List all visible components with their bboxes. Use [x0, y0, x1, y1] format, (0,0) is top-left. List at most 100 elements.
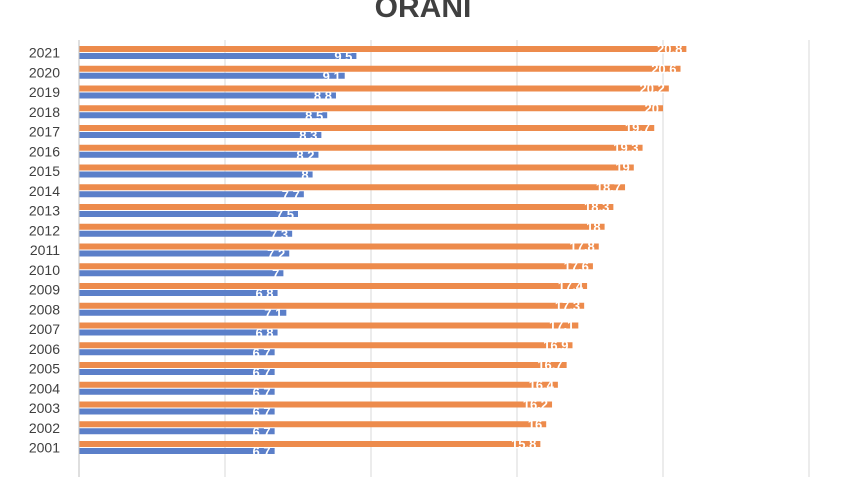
bar-orange: [79, 184, 626, 191]
category-label: 2017: [29, 124, 60, 140]
category-label: 2004: [29, 380, 60, 396]
category-label: 2013: [29, 203, 60, 219]
category-label: 2007: [29, 321, 60, 337]
data-label: 7.7: [282, 187, 300, 202]
bar-orange: [79, 223, 605, 230]
data-label: 20.8: [657, 42, 682, 57]
category-label: 2009: [29, 282, 60, 298]
data-label: 20.2: [640, 81, 665, 96]
bar-orange: [79, 362, 567, 368]
data-label: 19: [615, 160, 629, 175]
data-label: 15.8: [511, 437, 536, 452]
data-label: 6.7: [253, 405, 271, 420]
data-label: 16.4: [529, 377, 555, 392]
category-label: 2021: [29, 45, 60, 61]
category-label: 2003: [29, 400, 60, 416]
data-label: 6.7: [253, 365, 271, 380]
bar-blue: [79, 112, 328, 119]
data-label: 6.7: [253, 444, 271, 459]
data-label: 8.8: [314, 89, 332, 104]
x-tick-label: 15: [509, 475, 525, 477]
bar-blue: [79, 428, 275, 435]
data-label: 18.7: [596, 180, 621, 195]
bar-blue: [79, 349, 275, 356]
category-label: 2015: [29, 163, 60, 179]
data-label: 6.8: [255, 286, 273, 301]
category-label: 2014: [29, 183, 60, 199]
data-label: 16: [528, 417, 542, 432]
bar-blue: [79, 250, 290, 257]
bar-blue: [79, 53, 357, 59]
bar-blue: [79, 448, 275, 454]
bar-series: 15.8 6.7 16 6.7 16.2 6.7 16.4 6.7 16.7 6.7 16.9 6.7…: [79, 42, 687, 459]
x-tick-label: 5: [221, 475, 229, 477]
chart-title: ORANI: [375, 0, 472, 24]
bar-orange: [79, 342, 573, 349]
data-label: 17.3: [555, 298, 580, 313]
category-label: 2008: [29, 301, 60, 317]
data-label: 8.2: [296, 148, 314, 163]
bar-blue: [79, 151, 319, 158]
data-label: 20.6: [651, 61, 676, 76]
bar-orange: [79, 441, 541, 447]
category-label: 2006: [29, 341, 60, 357]
data-label: 17.1: [549, 318, 574, 333]
x-tick-label: 20: [655, 475, 671, 477]
bar-blue: [79, 388, 275, 395]
category-label: 2012: [29, 222, 60, 238]
bar-blue: [79, 408, 275, 415]
bar-orange: [79, 322, 579, 329]
data-label: 7.2: [267, 247, 285, 262]
bar-blue: [79, 72, 345, 79]
data-label: 6.7: [253, 424, 271, 439]
bar-orange: [79, 105, 663, 112]
data-label: 8.5: [305, 108, 323, 123]
data-label: 8.3: [299, 128, 317, 143]
data-label: 7.3: [270, 227, 288, 242]
bar-orange: [79, 164, 634, 171]
bar-blue: [79, 211, 298, 217]
data-label: 7.1: [264, 306, 282, 321]
category-label: 2019: [29, 84, 60, 100]
x-tick-label: 10: [363, 475, 379, 477]
data-label: 17.4: [558, 279, 584, 294]
category-label: 2020: [29, 64, 60, 80]
data-label: 6.7: [253, 385, 271, 400]
data-label: 8: [301, 168, 308, 183]
data-label: 6.7: [253, 345, 271, 360]
category-labels: 2001 2002 2003 2004 2005 2006 2007 2008 2009 2010…: [29, 45, 60, 456]
category-label: 2001: [29, 440, 60, 456]
data-label: 16.9: [543, 338, 568, 353]
bar-blue: [79, 309, 287, 316]
bar-orange: [79, 144, 643, 151]
data-label: 16.2: [523, 397, 548, 412]
bar-orange: [79, 125, 655, 131]
data-label: 19.3: [613, 140, 638, 155]
category-label: 2005: [29, 361, 60, 377]
bar-orange: [79, 401, 553, 408]
category-label: 2018: [29, 104, 60, 120]
bar-orange: [79, 381, 558, 388]
data-label: 6.8: [255, 326, 273, 341]
bar-orange: [79, 46, 687, 52]
data-label: 18.3: [584, 200, 609, 215]
category-label: 2010: [29, 262, 60, 278]
category-label: 2011: [30, 242, 60, 258]
data-label: 17.8: [569, 239, 594, 254]
data-label: 20: [645, 101, 659, 116]
data-label: 9.5: [334, 49, 352, 64]
bar-orange: [79, 243, 599, 250]
data-label: 19.7: [625, 121, 650, 136]
x-tick-label: 25: [801, 475, 817, 477]
bar-blue: [79, 191, 304, 198]
bar-orange: [79, 421, 547, 428]
bar-orange: [79, 65, 681, 72]
bar-orange: [79, 204, 614, 210]
bar-orange: [79, 283, 588, 289]
data-label: 7: [272, 266, 279, 281]
bar-blue: [79, 92, 336, 99]
bar-blue: [79, 171, 313, 178]
category-label: 2016: [29, 143, 60, 159]
data-label: 18: [586, 219, 600, 234]
